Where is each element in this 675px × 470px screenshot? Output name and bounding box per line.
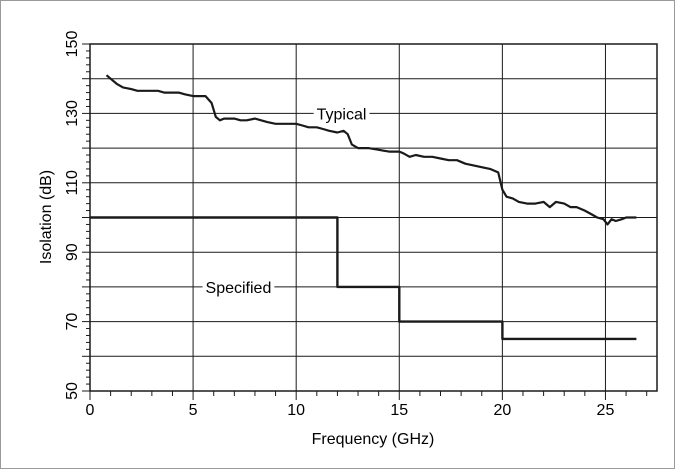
x-tick-label: 5: [189, 402, 198, 419]
series-line-specified: [90, 216, 637, 341]
y-tick-label: 70: [64, 313, 81, 331]
series-group: [90, 74, 637, 341]
series-annotation: Specified: [202, 278, 275, 298]
y-axis-title: Isolation (dB): [38, 170, 55, 264]
series-label-typical: Typical: [317, 106, 367, 123]
x-tick-label: 10: [287, 402, 305, 419]
series-line-typical: [105, 74, 637, 226]
y-tick-label: 110: [64, 170, 81, 196]
series-annotation: Typical: [313, 105, 370, 125]
annotations: Typical Specified: [202, 105, 370, 298]
annotation-background: [202, 278, 275, 298]
y-tick-label: 90: [64, 243, 81, 261]
series-label-specified: Specified: [206, 280, 272, 297]
annotation-background: [313, 105, 370, 125]
x-tick-label: 20: [493, 402, 511, 419]
y-tick-label: 50: [64, 382, 81, 400]
x-tick-label: 25: [597, 402, 615, 419]
axis-ticks: 0 5 10 15 20 25 50 70 90 110 130 150: [64, 31, 648, 419]
y-tick-label: 150: [64, 31, 81, 58]
x-axis-title: Frequency (GHz): [312, 431, 435, 448]
y-tick-label: 130: [64, 100, 81, 127]
x-tick-label: 0: [86, 402, 95, 419]
x-tick-label: 15: [390, 402, 408, 419]
